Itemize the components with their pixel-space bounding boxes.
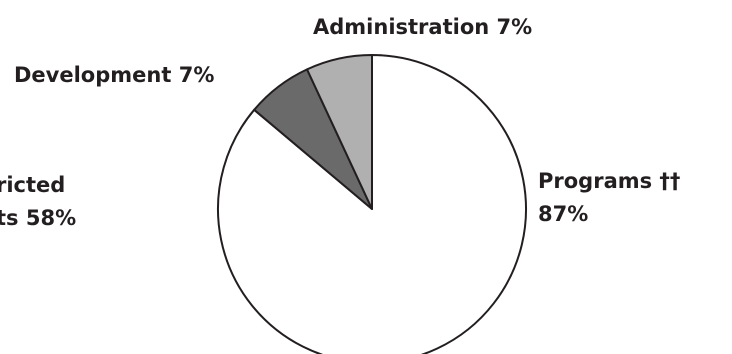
label-programs-value: 87%	[538, 202, 588, 226]
label-development-name: Development	[14, 63, 171, 87]
pie-slices	[217, 54, 527, 354]
partial-label-line-1: ricted	[0, 173, 65, 197]
pie-slice-programs	[217, 54, 527, 354]
label-development: Development 7%	[14, 63, 214, 87]
label-development-value: 7%	[179, 63, 215, 87]
label-administration-name: Administration	[313, 15, 489, 39]
label-programs-name: Programs ††	[538, 169, 680, 193]
pie-slice-administration	[306, 54, 373, 210]
label-administration: Administration 7%	[313, 15, 532, 39]
partial-label-line-2: ts 58%	[0, 206, 76, 230]
label-administration-value: 7%	[497, 15, 533, 39]
